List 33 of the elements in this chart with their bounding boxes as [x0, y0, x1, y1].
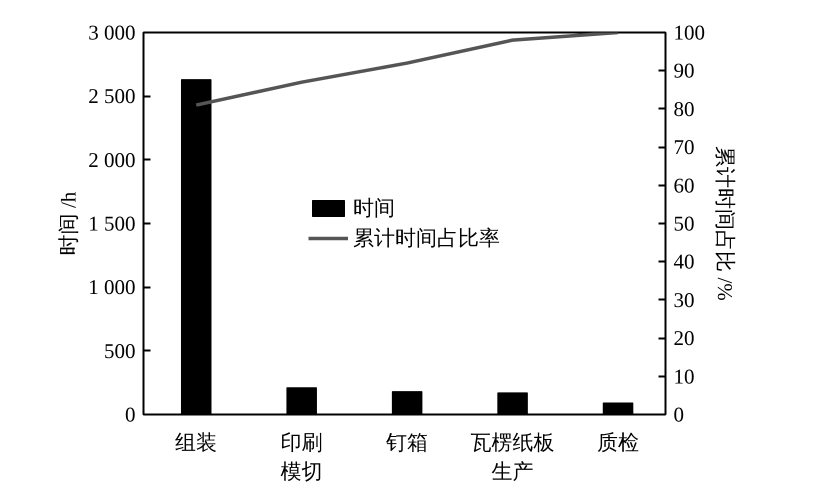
y2-axis-title: 累计时间占比 /% — [713, 146, 737, 301]
y2-tick-label: 10 — [674, 364, 694, 388]
y2-tick-label: 50 — [674, 212, 694, 236]
y-tick-label: 1 500 — [88, 212, 136, 236]
bar — [180, 79, 212, 414]
bar — [392, 391, 422, 414]
y-tick-label: 3 000 — [88, 20, 136, 44]
legend-label: 时间 — [353, 195, 395, 222]
y2-tick-label: 70 — [674, 135, 694, 160]
y2-tick-label: 0 — [674, 402, 684, 426]
bar — [602, 402, 634, 414]
y-tick-label: 2 000 — [88, 148, 136, 172]
y2-tick-label: 40 — [674, 250, 694, 274]
y-tick-label: 0 — [125, 402, 136, 426]
bar — [286, 387, 317, 414]
x-tick-label: 质检 — [597, 430, 640, 454]
y2-tick-label: 80 — [674, 96, 694, 121]
y2-tick-label: 30 — [674, 288, 694, 312]
x-tick-label: 瓦楞纸板生产 — [470, 430, 555, 484]
x-tick-label: 钉箱 — [385, 430, 428, 454]
x-tick-label: 印刷模切 — [280, 430, 323, 484]
y2-tick-label: 90 — [674, 58, 694, 83]
y-tick-label: 1 000 — [88, 275, 136, 300]
y-tick-label: 2 500 — [88, 84, 136, 108]
x-tick-label: 组装 — [175, 430, 218, 454]
legend-label: 累计时间占比率 — [353, 225, 500, 252]
y-tick-label: 500 — [104, 338, 136, 363]
y2-tick-label: 20 — [674, 326, 694, 350]
line-series — [194, 32, 620, 107]
y2-tick-label: 60 — [674, 173, 694, 198]
y2-tick-label: 100 — [674, 20, 705, 44]
bar — [497, 392, 528, 414]
y-axis-title: 时间 /h — [56, 191, 80, 256]
